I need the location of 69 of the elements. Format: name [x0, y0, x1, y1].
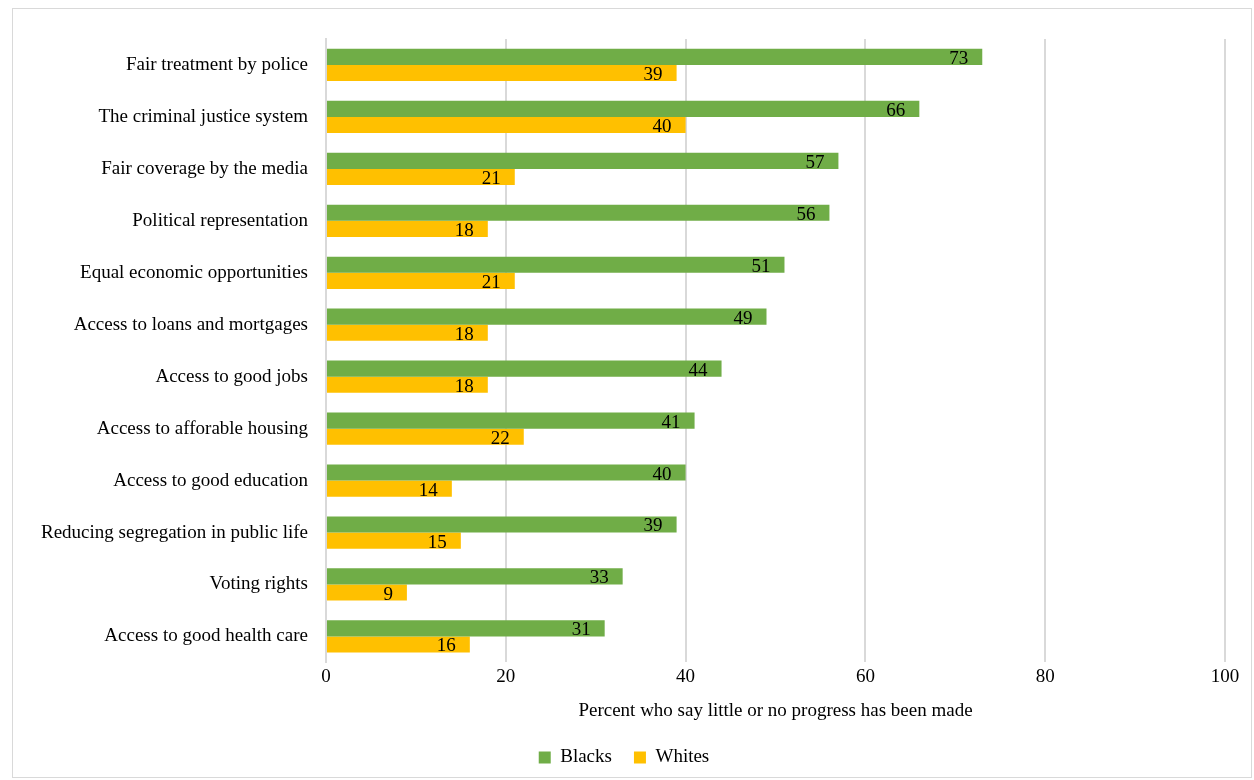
- bar: [326, 584, 407, 601]
- data-label: 41: [661, 410, 681, 432]
- data-label: 57: [805, 150, 825, 172]
- data-label: 73: [949, 46, 969, 68]
- bar: [326, 256, 785, 273]
- data-label: 22: [490, 426, 510, 448]
- bar: [326, 568, 623, 585]
- bar: [326, 168, 515, 185]
- data-label: 56: [796, 202, 816, 224]
- bar: [326, 204, 830, 221]
- y-tick-label: Access to good education: [113, 468, 309, 490]
- data-label: 66: [886, 98, 906, 120]
- data-label: 18: [454, 374, 474, 396]
- data-label: 9: [383, 582, 393, 604]
- bar: [326, 532, 461, 549]
- data-label: 21: [481, 270, 501, 292]
- bar: [326, 272, 515, 289]
- data-label: 16: [436, 634, 456, 656]
- y-tick-label: Access to good jobs: [155, 364, 308, 386]
- data-label: 44: [688, 358, 709, 380]
- data-label: 31: [571, 618, 591, 640]
- bar: [326, 64, 677, 82]
- bar: [326, 428, 524, 445]
- legend-label: Blacks: [560, 745, 612, 767]
- bar: [326, 220, 488, 237]
- y-tick-label: Reducing segregation in public life: [41, 520, 308, 542]
- data-label: 18: [454, 322, 474, 344]
- data-label: 51: [751, 254, 771, 276]
- y-tick-label: Fair treatment by police: [125, 52, 308, 74]
- y-tick-label: Access to good health care: [104, 624, 308, 646]
- y-tick-label: Equal economic opportunities: [80, 260, 308, 282]
- x-axis-title: Percent who say little or no progress has been made: [578, 698, 973, 720]
- bar: [326, 412, 695, 429]
- data-label: 40: [652, 114, 672, 136]
- legend-label: Whites: [655, 745, 710, 767]
- data-label: 33: [589, 566, 609, 588]
- bar: [326, 464, 686, 481]
- x-tick-label: 60: [855, 664, 875, 686]
- data-label: 15: [427, 530, 447, 552]
- y-tick-label: Voting rights: [209, 572, 308, 594]
- data-label: 14: [418, 478, 439, 500]
- bar: [326, 376, 488, 393]
- bar: [326, 480, 452, 497]
- x-tick-label: 100: [1210, 664, 1240, 686]
- data-label: 40: [652, 462, 672, 484]
- bar: [326, 100, 920, 117]
- y-tick-label: Access to afforable housing: [96, 416, 309, 438]
- data-label: 49: [733, 306, 753, 328]
- bar: [326, 636, 470, 653]
- bar: [326, 516, 677, 533]
- y-tick-label: Access to loans and mortgages: [73, 312, 308, 334]
- y-tick-label: Political representation: [132, 208, 309, 230]
- data-label: 39: [643, 63, 663, 85]
- data-label: 39: [643, 514, 663, 536]
- bar: [326, 48, 983, 65]
- data-label: 18: [454, 218, 474, 240]
- bar: [326, 360, 722, 377]
- y-tick-label: Fair coverage by the media: [101, 156, 309, 178]
- bar: [326, 116, 686, 134]
- x-tick-label: 40: [676, 664, 696, 686]
- x-tick-label: 0: [321, 664, 331, 686]
- bar: [326, 620, 605, 637]
- y-tick-label: The criminal justice system: [98, 104, 309, 126]
- bar: [326, 308, 767, 325]
- data-label: 21: [481, 166, 501, 188]
- bar: [326, 324, 488, 341]
- x-tick-label: 20: [496, 664, 516, 686]
- x-tick-label: 80: [1035, 664, 1055, 686]
- bar: [326, 152, 839, 169]
